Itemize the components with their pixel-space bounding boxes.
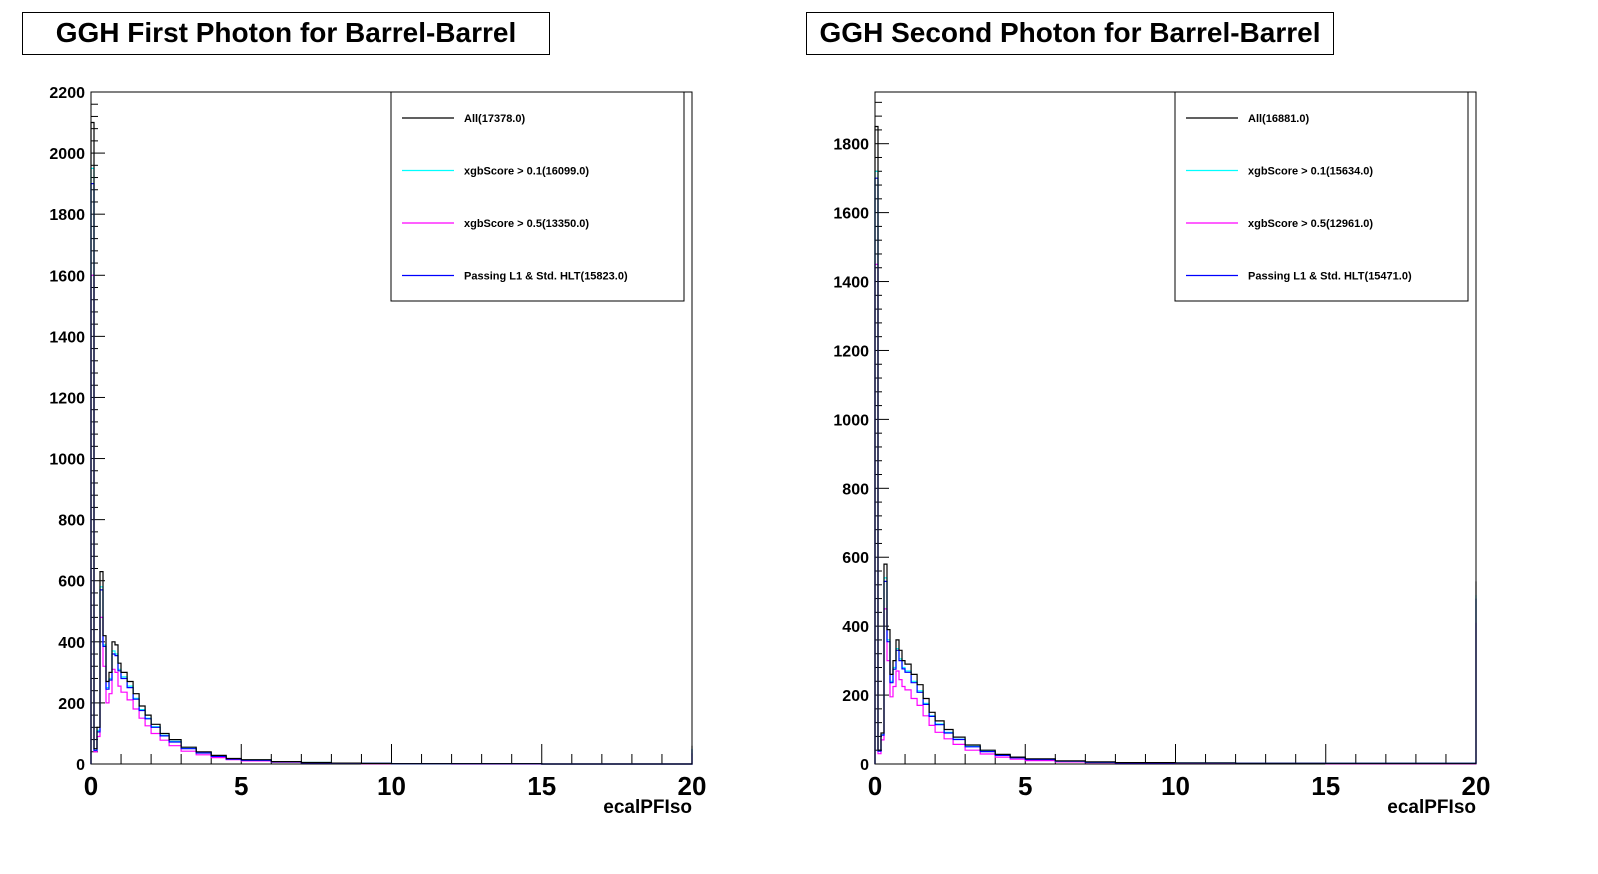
legend-entry: All(16881.0) <box>1248 113 1309 125</box>
x-tick-label: 20 <box>1462 771 1491 801</box>
y-tick-label: 800 <box>58 513 85 530</box>
y-tick-label: 1600 <box>833 206 869 223</box>
y-tick-label: 1600 <box>49 268 85 285</box>
series-line <box>90 121 693 765</box>
x-tick-label: 20 <box>678 771 707 801</box>
y-tick-label: 1000 <box>833 412 869 429</box>
y-tick-label: 2200 <box>49 85 85 102</box>
x-tick-label: 10 <box>1161 771 1190 801</box>
x-tick-label: 0 <box>868 771 882 801</box>
series-line <box>874 125 1477 764</box>
y-tick-label: 1400 <box>49 329 85 346</box>
legend-entry: Passing L1 & Std. HLT(15823.0) <box>464 271 628 283</box>
y-tick-label: 800 <box>842 481 869 498</box>
y-tick-label: 1800 <box>49 207 85 224</box>
y-tick-label: 2000 <box>49 146 85 163</box>
y-tick-label: 1400 <box>833 275 869 292</box>
x-axis-label: ecalPFIso <box>603 797 692 818</box>
x-tick-label: 5 <box>1018 771 1032 801</box>
y-tick-label: 1200 <box>833 343 869 360</box>
series-line <box>874 263 1477 765</box>
x-tick-label: 5 <box>234 771 248 801</box>
series-line <box>90 274 693 765</box>
y-tick-label: 1000 <box>49 452 85 469</box>
legend-entry: Passing L1 & Std. HLT(15471.0) <box>1248 271 1412 283</box>
y-tick-label: 400 <box>842 619 869 636</box>
legend-entry: All(17378.0) <box>464 113 525 125</box>
x-tick-label: 15 <box>1311 771 1340 801</box>
chart-title-first-photon: GGH First Photon for Barrel-Barrel <box>22 12 550 55</box>
legend-entry: xgbScore > 0.5(12961.0) <box>1248 218 1373 230</box>
x-tick-label: 15 <box>527 771 556 801</box>
y-tick-label: 600 <box>842 550 869 567</box>
y-tick-label: 0 <box>76 757 85 774</box>
legend-entry: xgbScore > 0.1(15634.0) <box>1248 166 1373 178</box>
y-tick-label: 200 <box>58 696 85 713</box>
y-tick-label: 200 <box>842 688 869 705</box>
y-tick-label: 1200 <box>49 390 85 407</box>
y-tick-label: 400 <box>58 635 85 652</box>
x-tick-label: 0 <box>84 771 98 801</box>
plot-panel-2: 0 200 400 600 800 1000 1200 1400 1600 1800 0 5 10 15 2… <box>833 91 1491 818</box>
y-tick-label: 600 <box>58 574 85 591</box>
legend-box <box>1174 91 1469 302</box>
legend-entry: xgbScore > 0.1(16099.0) <box>464 166 589 178</box>
x-axis-label: ecalPFIso <box>1387 797 1476 818</box>
y-tick-label: 1800 <box>833 137 869 154</box>
plot-panel-1: 0200400600800100012001400160018002000220… <box>49 85 706 818</box>
y-tick-label: 0 <box>860 757 869 774</box>
legend-box <box>390 91 685 302</box>
legend-entry: xgbScore > 0.5(13350.0) <box>464 218 589 230</box>
x-tick-label: 10 <box>377 771 406 801</box>
chart-title-second-photon: GGH Second Photon for Barrel-Barrel <box>806 12 1334 55</box>
